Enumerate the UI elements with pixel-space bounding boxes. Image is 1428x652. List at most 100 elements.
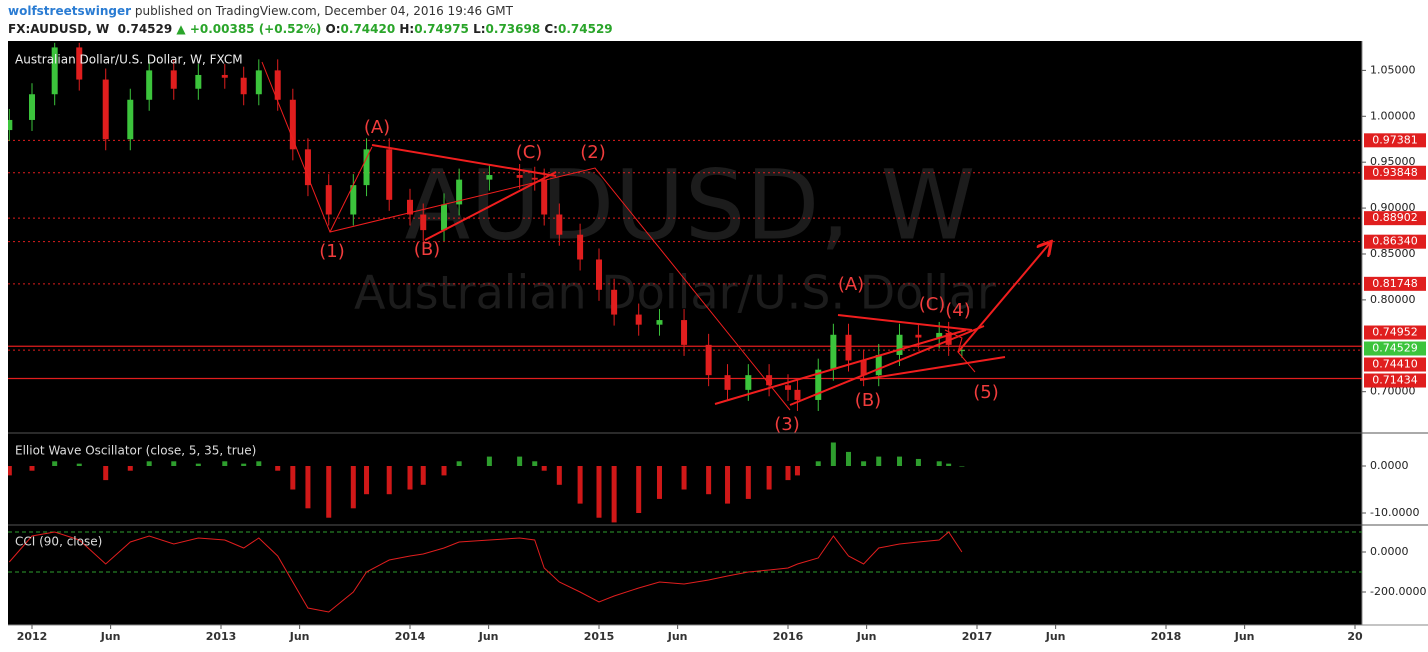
x-tick-label: Jun <box>856 630 877 643</box>
candle-body <box>240 77 247 95</box>
oscillator-bar <box>577 466 583 504</box>
author[interactable]: wolfstreetswinger <box>8 4 132 18</box>
oscillator-bar <box>815 461 821 467</box>
wave-line <box>944 329 976 373</box>
wave-label: (C) <box>516 142 543 163</box>
price-label-box <box>1364 341 1426 356</box>
y-tick-label: 0.0000 <box>1370 459 1409 472</box>
price-label: 0.97381 <box>1372 133 1418 146</box>
oscillator-bar <box>745 466 751 499</box>
oscillator-bar <box>636 466 642 514</box>
candle-body <box>76 47 83 80</box>
candle-body <box>794 389 801 400</box>
cci-panel <box>8 531 1362 613</box>
price-label: 0.93848 <box>1372 166 1418 179</box>
oscillator-bar <box>611 466 617 523</box>
candle-body <box>724 375 731 390</box>
candle-body <box>896 334 903 355</box>
oscillator-bar <box>222 461 228 467</box>
oscillator-bar <box>275 466 281 471</box>
candle-body <box>785 385 792 390</box>
symbol-title: Australian Dollar/U.S. Dollar, W, FXCM <box>15 53 243 67</box>
oscillator-bar <box>364 466 370 495</box>
price-label: 0.74529 <box>1372 342 1418 355</box>
oscillator-bar <box>456 461 462 467</box>
x-tick-label: 2014 <box>395 630 426 643</box>
candle-body <box>363 149 370 186</box>
oscillator-bar <box>486 456 492 467</box>
trend-line <box>714 329 967 405</box>
watermark: AUDUSD, W Australian Dollar/U.S. Dollar <box>354 149 996 319</box>
candle-body <box>255 70 262 95</box>
oscillator-bar <box>256 461 262 467</box>
oscillator-bar <box>656 466 662 499</box>
candle-body <box>656 320 663 325</box>
x-tick-label: 2016 <box>773 630 804 643</box>
wave-label: (B) <box>855 390 881 411</box>
x-tick-label: 2015 <box>584 630 615 643</box>
candle-body <box>221 74 228 78</box>
candle-body <box>407 199 414 215</box>
price-label: 0.74952 <box>1372 326 1418 339</box>
candle-body <box>531 177 538 180</box>
oscillator-bar <box>861 461 867 467</box>
oscillator-bar <box>386 466 392 495</box>
candle-body <box>486 175 493 180</box>
x-tick-label: 20 <box>1347 630 1363 643</box>
candle-body <box>170 70 177 89</box>
candle-body <box>441 204 448 231</box>
x-tick-label: Jun <box>1234 630 1255 643</box>
wave-label: (C) <box>919 294 946 315</box>
y-tick-label: -200.0000 <box>1370 585 1426 598</box>
wave-label: (4) <box>945 300 971 321</box>
oscillator-bar <box>794 466 800 476</box>
oscillator-bar <box>350 466 356 509</box>
price-label-box <box>1364 133 1426 148</box>
x-tick-label: Jun <box>289 630 310 643</box>
wave-label: (A) <box>364 117 390 138</box>
projection-arrow <box>957 243 1050 353</box>
oscillator-bar <box>52 461 58 467</box>
trend-line <box>837 314 973 331</box>
ohlc-value: 0.74975 <box>414 22 469 36</box>
oscillator-bar <box>532 461 538 467</box>
x-tick-label: 2017 <box>962 630 993 643</box>
x-tick-label: 2013 <box>206 630 237 643</box>
candle-body <box>860 360 867 376</box>
oscillator-bar <box>959 466 965 467</box>
x-tick-label: Jun <box>478 630 499 643</box>
candle-body <box>845 334 852 361</box>
change: ▲ +0.00385 (+0.52%) <box>176 22 322 36</box>
oscillator-bar <box>290 466 296 490</box>
oscillator-bar <box>845 451 851 467</box>
published: published on TradingView.com, December 0… <box>134 4 513 18</box>
y-tick-label: 0.0000 <box>1370 545 1409 558</box>
oscillator-bar <box>127 466 133 471</box>
candle-body <box>289 99 296 150</box>
y-tick-label: 1.00000 <box>1370 109 1416 122</box>
price-label-box <box>1364 373 1426 388</box>
ohlc-value: 0.74420 <box>340 22 396 36</box>
candle-body <box>745 375 752 390</box>
x-tick-label: 2012 <box>17 630 48 643</box>
candle-body <box>8 119 13 131</box>
wave-label: (B) <box>414 239 440 260</box>
wave-label: (1) <box>319 241 345 262</box>
indicator-title: Elliot Wave Oscillator (close, 5, 35, tr… <box>15 444 256 458</box>
candle-body <box>146 70 153 100</box>
oscillator-bar <box>766 466 772 490</box>
ohlc-key: O: <box>325 22 341 36</box>
price-panel <box>8 42 1362 411</box>
trend-line <box>424 171 557 241</box>
x-tick-label: Jun <box>100 630 121 643</box>
candle-body <box>350 185 357 215</box>
candle-body <box>915 334 922 338</box>
candle-body <box>127 99 134 140</box>
candle-body <box>875 354 882 376</box>
wave-label: (A) <box>838 274 864 295</box>
last-price: 0.74529 <box>117 22 173 36</box>
oscillator-bar <box>830 442 836 467</box>
trend-line <box>859 356 1006 381</box>
ohlc-key: H: <box>399 22 415 36</box>
